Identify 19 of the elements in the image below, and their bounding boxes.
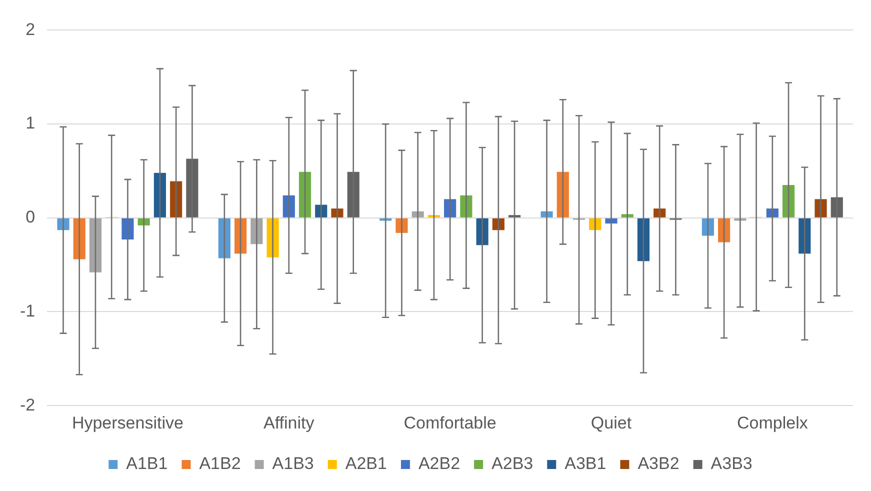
legend-label: A1B1 — [126, 454, 168, 474]
x-tick-label: Complelx — [736, 413, 808, 432]
y-tick-label: -1 — [20, 301, 36, 320]
legend-label: A1B2 — [199, 454, 241, 474]
x-tick-label: Comfortable — [404, 413, 496, 432]
legend-label: A3B2 — [638, 454, 680, 474]
legend-label: A3B3 — [710, 454, 752, 474]
y-tick-label: 0 — [26, 208, 36, 227]
y-tick-label: -2 — [20, 395, 36, 414]
x-tick-label: Quiet — [590, 413, 632, 432]
x-tick-label: Hypersensitive — [72, 413, 184, 432]
legend-label: A2B1 — [345, 454, 387, 474]
y-tick-label: 2 — [26, 20, 36, 39]
legend-label: A1B3 — [272, 454, 314, 474]
legend-label: A3B1 — [564, 454, 606, 474]
legend-label: A2B2 — [418, 454, 460, 474]
x-tick-label: Affinity — [264, 413, 315, 432]
y-tick-label: 1 — [26, 114, 36, 133]
legend-label: A2B3 — [492, 454, 534, 474]
